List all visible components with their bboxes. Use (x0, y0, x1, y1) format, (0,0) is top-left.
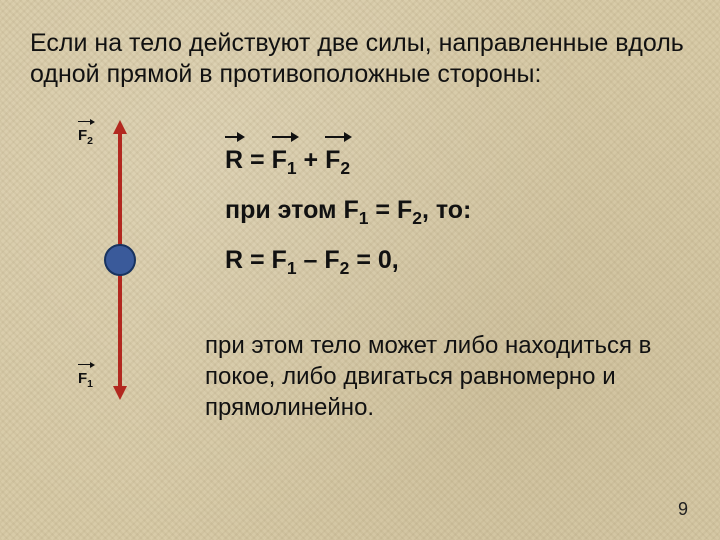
heading-text: Если на тело действуют две силы, направл… (30, 28, 700, 91)
equation-block: R = F1 + F2 при этом F1 = F2, то: R = F1… (225, 140, 471, 290)
vec-F1: F1 (272, 140, 297, 182)
force-diagram: F2 F1 (60, 115, 180, 405)
page-number: 9 (678, 499, 688, 520)
vec-F2: F2 (325, 140, 350, 182)
equation-line-1: R = F1 + F2 (225, 140, 471, 182)
slide-content: Если на тело действуют две силы, направл… (0, 0, 720, 540)
label-f1-sub: 1 (87, 378, 93, 390)
label-f2: F2 (78, 127, 93, 147)
equation-line-3: R = F1 – F2 = 0, (225, 240, 471, 282)
explanation-text: при этом тело может либо находиться в по… (205, 330, 690, 424)
vec-R: R (225, 140, 243, 180)
diagram-svg (60, 115, 180, 405)
equation-line-2: при этом F1 = F2, то: (225, 190, 471, 232)
label-f2-sub: 2 (87, 135, 93, 147)
label-f1: F1 (78, 370, 93, 390)
label-f2-letter: F (78, 127, 87, 144)
label-f1-letter: F (78, 370, 87, 387)
